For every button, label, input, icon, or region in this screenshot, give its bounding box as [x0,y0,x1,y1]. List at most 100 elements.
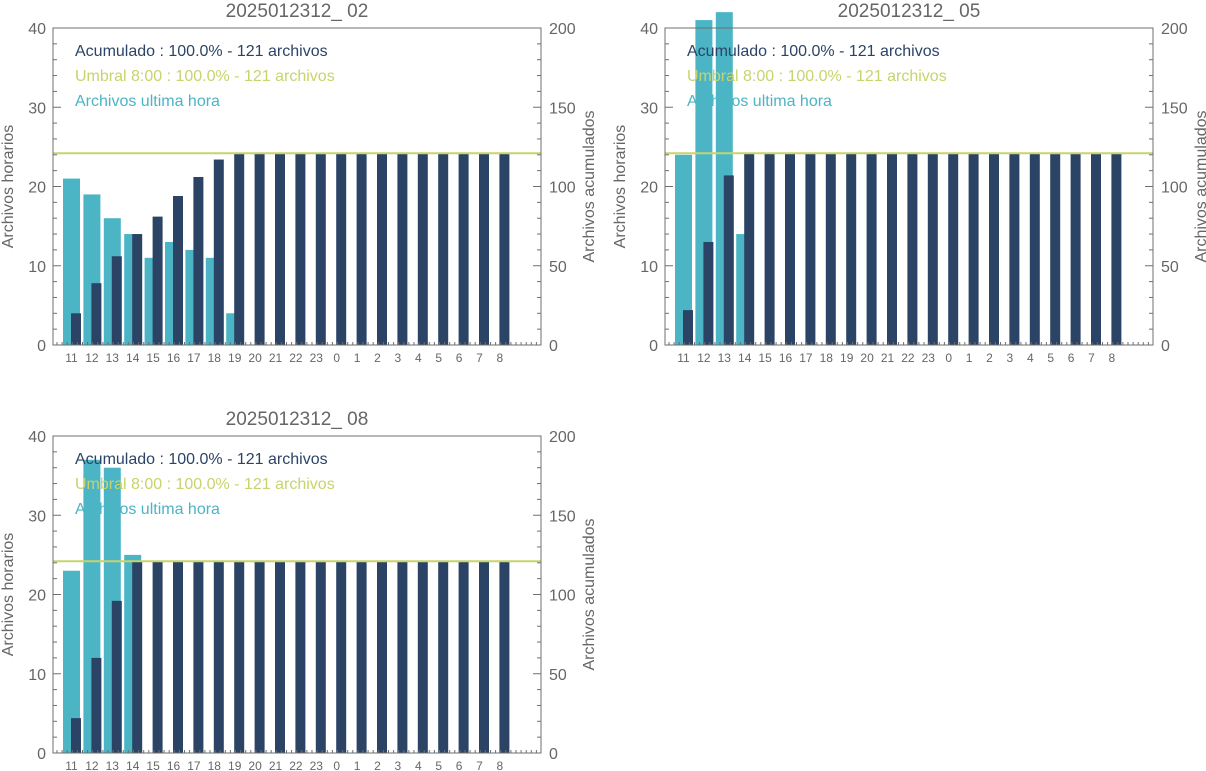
x-tick-label: 8 [1109,351,1116,365]
y-tick-label: 10 [28,667,46,684]
cumulative-bar [968,153,979,345]
y2-tick-label: 0 [549,338,558,355]
y-tick-label: 40 [28,429,46,446]
cumulative-bar [1029,153,1040,345]
x-tick-label: 8 [497,351,504,365]
cumulative-bar [152,561,163,753]
x-tick-label: 13 [106,759,120,771]
x-tick-label: 3 [1007,351,1014,365]
cumulative-bar [989,153,999,345]
y-tick-label: 30 [28,100,46,117]
cumulative-bar [948,153,959,345]
legend-entry: Acumulado : 100.0% - 121 archivos [75,451,328,468]
cumulative-bar [499,153,510,345]
x-tick-label: 17 [187,351,201,365]
y-tick-label: 20 [28,180,46,197]
cumulative-bar [438,561,449,753]
y2-tick-label: 150 [549,508,576,525]
x-tick-label: 21 [881,351,895,365]
cumulative-bar [927,153,938,345]
x-tick-label: 22 [289,351,303,365]
y2-axis-label: Archivos acumulados [581,518,598,670]
cumulative-bar [295,561,306,753]
y2-tick-label: 0 [549,746,558,763]
y-tick-label: 20 [28,588,46,605]
cumulative-bar [213,159,224,345]
cumulative-bar [336,153,347,345]
x-tick-label: 0 [333,351,340,365]
cumulative-bar [173,561,183,753]
y2-axis-label: Archivos acumulados [581,110,598,262]
y-tick-label: 10 [640,259,658,276]
cumulative-bar [887,153,897,345]
y-tick-label: 0 [37,338,46,355]
x-tick-label: 12 [85,351,99,365]
x-tick-label: 13 [718,351,732,365]
x-tick-label: 20 [860,351,874,365]
x-tick-label: 1 [354,759,361,771]
cumulative-bar [132,561,143,753]
x-tick-label: 4 [415,759,422,771]
cumulative-bar [397,561,408,753]
cumulative-bar [846,153,857,345]
y2-tick-label: 100 [549,588,576,605]
x-tick-label: 21 [269,351,283,365]
cumulative-bar [234,153,245,345]
x-tick-label: 12 [85,759,99,771]
x-tick-label: 23 [310,759,324,771]
x-tick-label: 7 [1088,351,1095,365]
cumulative-bar [275,153,285,345]
chart-title: 2025012312_ 05 [838,1,981,22]
cumulative-bar [1091,153,1101,345]
x-tick-label: 5 [1047,351,1054,365]
x-tick-label: 6 [1068,351,1075,365]
cumulative-bar [254,153,265,345]
x-tick-label: 16 [167,351,181,365]
x-tick-label: 11 [65,351,78,365]
x-tick-label: 19 [228,351,242,365]
cumulative-bar [173,196,183,345]
x-tick-label: 22 [901,351,915,365]
x-tick-label: 1 [354,351,361,365]
cumulative-bar [234,561,245,753]
y-tick-label: 20 [640,180,658,197]
cumulative-bar [254,561,265,753]
chart-title: 2025012312_ 08 [226,409,369,430]
x-tick-label: 16 [167,759,181,771]
cumulative-bar [275,561,285,753]
cumulative-bar [71,718,81,753]
cumulative-bar [723,175,734,345]
legend-entry: Umbral 8:00 : 100.0% - 121 archivos [75,476,335,493]
y-tick-label: 10 [28,259,46,276]
x-tick-label: 23 [922,351,936,365]
x-tick-label: 14 [738,351,752,365]
cumulative-bar [458,153,469,345]
y-axis-label: Archivos horarios [612,125,629,249]
cumulative-bar [438,153,449,345]
cumulative-bar [825,153,836,345]
hourly-bar [675,154,692,345]
x-tick-label: 4 [415,351,422,365]
y-axis-label: Archivos horarios [0,125,17,249]
cumulative-bar [315,153,326,345]
cumulative-bar [764,153,775,345]
cumulative-bar [193,176,204,345]
cumulative-bar [213,561,224,753]
cumulative-bar [193,561,204,753]
x-tick-label: 5 [435,759,442,771]
x-tick-label: 8 [497,759,504,771]
cumulative-bar [295,153,306,345]
y2-tick-label: 50 [1161,259,1179,276]
cumulative-bar [458,561,469,753]
cumulative-bar [1009,153,1020,345]
cumulative-bar [479,561,489,753]
x-tick-label: 13 [106,351,120,365]
cumulative-bar [71,313,81,345]
x-tick-label: 15 [758,351,772,365]
x-tick-label: 2 [374,351,381,365]
x-tick-label: 6 [456,759,463,771]
x-tick-label: 6 [456,351,463,365]
cumulative-bar [91,283,102,345]
legend-entry: Archivos ultima hora [75,501,220,518]
